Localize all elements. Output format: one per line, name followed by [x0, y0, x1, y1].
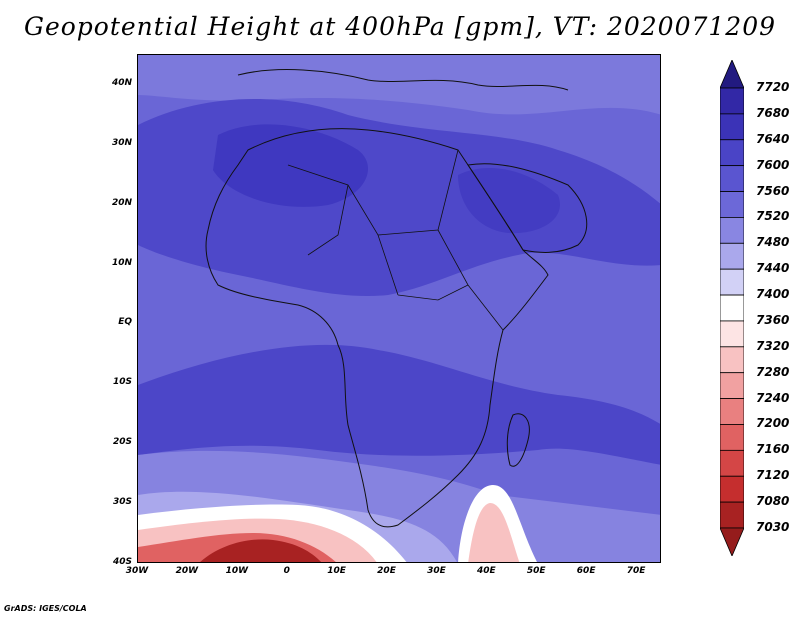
- x-tick-label: 40E: [476, 566, 496, 576]
- x-tick-label: 10E: [327, 566, 346, 576]
- y-tick-label: 10S: [112, 377, 132, 388]
- colorbar-swatch: [720, 501, 744, 529]
- colorbar-label: 7600: [756, 157, 790, 172]
- colorbar-top-arrow: [720, 60, 744, 89]
- madagascar-outline: [506, 413, 530, 467]
- field-arabia-core: [458, 167, 560, 234]
- y-tick-label: EQ: [118, 317, 132, 328]
- colorbar-swatch: [720, 242, 744, 270]
- colorbar-label: 7160: [756, 442, 790, 457]
- map-frame: [137, 54, 661, 563]
- country-borders: [287, 149, 504, 331]
- field-ridge-40e-pink: [468, 503, 520, 562]
- y-tick-label: 30S: [112, 497, 132, 508]
- y-tick-label: 40N: [111, 77, 132, 88]
- x-tick-label: 20W: [175, 566, 199, 576]
- colorbar-bottom-arrow: [720, 527, 744, 556]
- colorbar: [720, 60, 744, 556]
- colorbar-label: 7480: [756, 235, 790, 250]
- colorbar-label: 7080: [756, 494, 790, 509]
- colorbar-swatch: [720, 320, 744, 348]
- geopotential-map: [138, 55, 660, 562]
- colorbar-swatch: [720, 217, 744, 244]
- colorbar-swatch: [720, 372, 744, 399]
- colorbar-swatch: [720, 449, 744, 477]
- colorbar-swatch: [720, 139, 744, 167]
- y-tick-label: 20N: [111, 197, 132, 208]
- colorbar-label: 7640: [756, 131, 790, 146]
- x-tick-label: 70E: [626, 566, 646, 576]
- x-tick-label: 0: [283, 566, 290, 576]
- colorbar-label: 7200: [756, 416, 790, 431]
- colorbar-label: 7680: [756, 105, 790, 120]
- colorbar-label: 7400: [756, 287, 790, 302]
- field-trough-core: [200, 539, 322, 562]
- colorbar-swatch: [720, 191, 744, 218]
- colorbar-swatch: [720, 294, 744, 322]
- colorbar-label: 7720: [756, 80, 790, 94]
- x-tick-label: 10W: [225, 566, 249, 576]
- colorbar-label: 7360: [756, 312, 790, 327]
- colorbar-label: 7440: [756, 261, 790, 276]
- colorbar-swatch: [720, 398, 744, 425]
- y-tick-label: 20S: [112, 437, 132, 448]
- europe-coastline: [237, 69, 569, 91]
- colorbar-swatch: [720, 268, 744, 296]
- colorbar-swatch: [720, 424, 744, 451]
- colorbar-label: 7240: [756, 390, 790, 405]
- grads-credit: GrADS: IGES/COLA: [4, 604, 87, 613]
- y-tick-label: 10N: [111, 257, 132, 268]
- colorbar-label: 7560: [756, 183, 790, 198]
- colorbar-swatch: [720, 165, 744, 192]
- colorbar-swatch: [720, 346, 744, 374]
- colorbar-label: 7120: [756, 468, 790, 483]
- colorbar-swatch: [720, 113, 744, 141]
- y-tick-label: 30N: [111, 137, 132, 148]
- x-tick-label: 20E: [377, 566, 396, 576]
- colorbar-label: 7030: [756, 520, 790, 534]
- x-tick-label: 60E: [576, 566, 596, 576]
- arabia-outline: [467, 163, 588, 253]
- x-tick-label: 50E: [526, 566, 546, 576]
- x-tick-label: 30W: [125, 566, 149, 576]
- colorbar-label: 7520: [756, 209, 790, 224]
- x-tick-label: 30E: [427, 566, 446, 576]
- chart-title: Geopotential Height at 400hPa [gpm], VT:…: [23, 12, 777, 41]
- colorbar-swatch: [720, 87, 744, 115]
- colorbar-swatch: [720, 475, 744, 503]
- colorbar-label: 7280: [756, 364, 790, 379]
- y-tick-label: 40S: [112, 557, 132, 567]
- colorbar-label: 7320: [756, 338, 790, 353]
